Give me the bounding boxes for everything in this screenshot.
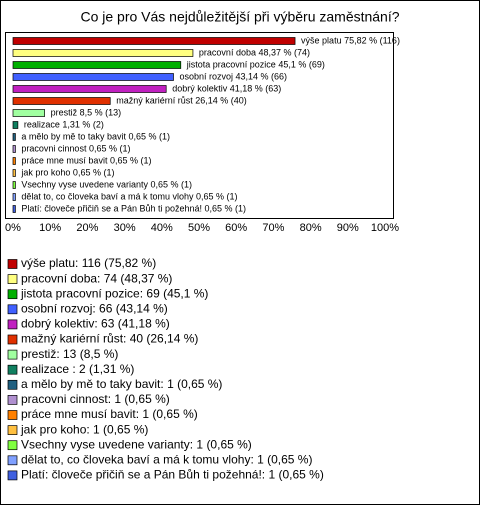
bar [12,181,16,189]
bar [12,133,16,141]
plot-area [5,32,394,219]
legend-label: pracovní doba: 74 (48,37 %) [21,271,172,285]
value-label: osobní rozvoj 43,14 % (66) [179,71,287,81]
x-tick-label: 20% [76,222,98,234]
bar [12,73,174,81]
legend-swatch [7,455,18,466]
legend-label: dobrý kolektiv: 63 (41,18 %) [21,317,170,331]
bar [12,205,16,213]
legend-label: Vsechny vyse uvedene varianty: 1 (0,65 %… [21,437,252,451]
legend-swatch [7,304,18,315]
legend-label: jak pro koho: 1 (0,65 %) [20,422,148,436]
legend-swatch [7,440,18,451]
bar [12,157,16,165]
bar [12,145,16,153]
x-tick-label: 0% [5,222,21,234]
legend-label: práce mne musí bavit: 1 (0,65 %) [21,407,198,421]
legend-swatch [7,410,18,420]
legend-swatch [7,349,18,360]
legend-swatch [7,334,18,345]
legend-label: pracovni cinnost: 1 (0,65 %) [21,392,170,406]
x-tick-label: 90% [337,222,359,234]
x-tick-label: 50% [188,222,210,234]
x-tick-label: 40% [151,222,173,234]
legend-swatch [7,319,18,330]
legend-swatch [7,259,18,269]
legend-label: jistota pracovní pozice: 69 (45,1 %) [20,286,208,300]
bar [12,61,182,69]
value-label: jistota pracovní pozice 45,1 % (69) [186,59,325,69]
value-label: mažný kariérní růst 26,14 % (40) [116,95,247,105]
x-tick-label: 80% [300,222,322,234]
legend-swatch [7,364,18,375]
bar [12,97,111,105]
legend-label: mažný kariérní růst: 40 (26,14 %) [21,332,198,346]
legend-label: prestiž: 13 (8,5 %) [21,347,118,361]
value-label: dobrý kolektiv 41,18 % (63) [172,83,281,93]
bar [12,193,16,201]
value-label: výše platu 75,82 % (116) [301,35,400,45]
bar [12,37,296,45]
legend-label: realizace : 2 (1,31 %) [21,362,134,376]
value-label: a mělo by mě to taky bavit 0,65 % (1) [21,131,170,141]
bar [12,109,45,117]
bar [12,169,16,177]
bar [12,85,167,93]
chart-title: Co je pro Vás nejdůležitější při výběru … [80,9,399,25]
value-label: Platí: človeče přičiň se a Pán Bůh ti po… [21,203,246,213]
legend-swatch [7,395,18,405]
value-label: prestiž 8,5 % (13) [51,107,122,117]
value-label: práce mne musí bavit 0,65 % (1) [21,155,151,165]
legend-swatch [7,379,18,390]
bar [12,49,194,57]
legend-label: výše platu: 116 (75,82 %) [21,256,156,270]
value-label: Vsechny vyse uvedene varianty 0,65 % (1) [21,179,192,189]
value-label: pracovni cinnost 0,65 % (1) [21,143,130,153]
legend-label: osobní rozvoj: 66 (43,14 %) [21,301,168,315]
x-tick-label: 30% [114,222,136,234]
legend-label: a mělo by mě to taky bavit: 1 (0,65 %) [21,377,222,391]
legend-label: dělat to, co človeka baví a má k tomu vl… [21,452,312,466]
legend-swatch [7,274,18,284]
value-label: dělat to, co človeka baví a má k tomu vl… [21,191,237,201]
legend-swatch [7,470,18,481]
legend-swatch [7,425,18,435]
legend-label: Platí: človeče přičiň se a Pán Bůh ti po… [21,468,324,482]
x-tick-label: 70% [262,222,284,234]
value-label: realizace 1,31 % (2) [24,119,104,129]
value-label: jak pro koho 0,65 % (1) [20,167,114,177]
value-label: pracovní doba 48,37 % (74) [199,47,310,57]
x-tick-label: 100% [371,222,399,234]
bar [12,121,19,129]
legend-swatch [7,289,18,300]
x-tick-label: 60% [225,222,247,234]
x-tick-label: 10% [39,222,61,234]
